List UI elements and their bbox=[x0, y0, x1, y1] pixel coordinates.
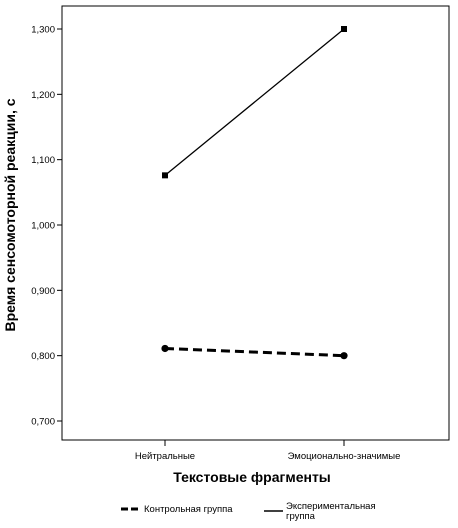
data-point bbox=[161, 344, 169, 353]
data-point bbox=[341, 26, 347, 32]
y-tick-label: 1,300 bbox=[31, 25, 55, 36]
legend-label-experimental-group: Экспериментальная группа bbox=[286, 501, 376, 522]
x-tick-label: Эмоционально-значимые bbox=[288, 451, 401, 462]
legend: Контрольная группа Экспериментальная групп… bbox=[121, 501, 376, 522]
series-line bbox=[164, 28, 345, 176]
y-tick-label: 0,700 bbox=[31, 417, 55, 428]
y-tick-label: 1,100 bbox=[31, 155, 55, 166]
y-tick-label: 1,000 bbox=[31, 221, 55, 232]
y-tick-label: 1,200 bbox=[31, 90, 55, 101]
series-experimental-group bbox=[162, 26, 347, 179]
y-tick-label: 0,800 bbox=[31, 351, 55, 362]
x-axis-title: Текстовые фрагменты bbox=[173, 469, 331, 485]
data-point bbox=[340, 352, 348, 360]
series-control-group bbox=[161, 344, 348, 360]
legend-label-line: Экспериментальная bbox=[286, 501, 376, 512]
y-axis: 0,700 0,800 0,900 1,000 1,100 1,200 1,300 bbox=[31, 25, 62, 428]
y-axis-title: Время сенсомоторной реакции, с bbox=[2, 98, 18, 331]
series-line bbox=[164, 346, 345, 358]
x-tick-label: Нейтральные bbox=[135, 451, 195, 462]
legend-label-control-group: Контрольная группа bbox=[144, 504, 233, 515]
legend-label-line: группа bbox=[286, 511, 316, 522]
data-point bbox=[162, 172, 168, 179]
y-tick-label: 0,900 bbox=[31, 286, 55, 297]
series-layer bbox=[161, 26, 348, 360]
plot-frame bbox=[61, 5, 450, 441]
x-axis: Нейтральные Эмоционально-значимые bbox=[135, 440, 401, 462]
